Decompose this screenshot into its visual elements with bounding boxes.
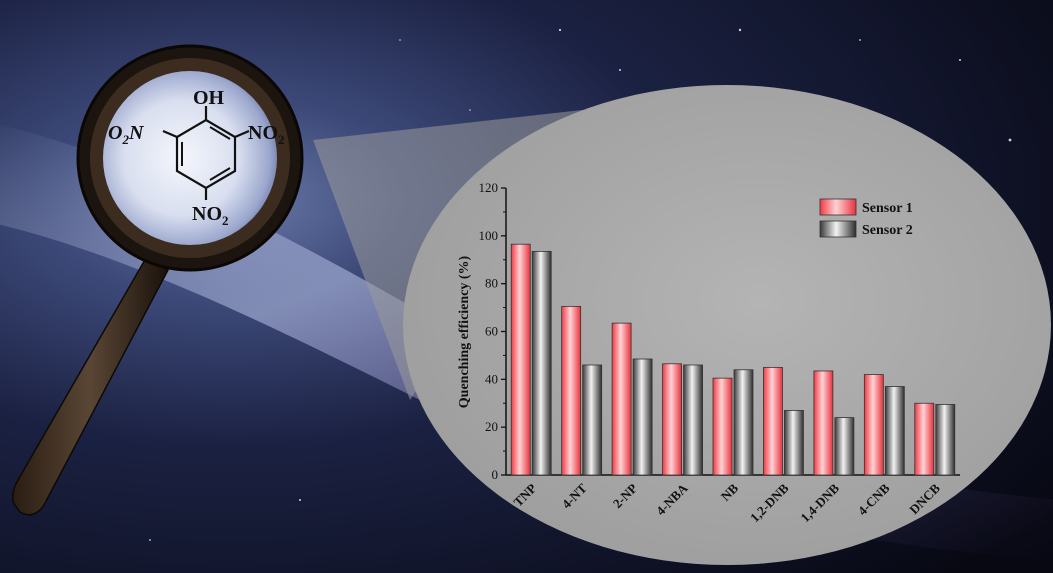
y-tick-label: 40 [485, 371, 498, 386]
right-no2-label: NO2 [248, 122, 285, 147]
legend-label-2: Sensor 2 [862, 223, 913, 238]
bar-sensor2-TNP [531, 250, 552, 476]
tnp-molecule: OH O2N NO2 NO2 [108, 87, 285, 228]
y-tick-label: 100 [479, 228, 499, 243]
bar-sensor1-1,2-DNB [763, 366, 783, 476]
bottom-no2-label: NO2 [192, 203, 229, 228]
bar-sensor2-1,4-DNB [834, 417, 855, 476]
bar-sensor2-4-NT [582, 364, 603, 476]
y-ticks: 0 20 40 60 80 100 120 [479, 180, 506, 482]
magnifier-handle [11, 256, 170, 516]
bar-sensor1-4-NBA [662, 363, 682, 476]
bar-sensor1-4-CNB [863, 374, 884, 476]
y-tick-label: 20 [485, 419, 498, 434]
oh-label: OH [193, 87, 225, 109]
bar-sensor1-1,4-DNB [813, 370, 834, 476]
bars [510, 243, 956, 476]
legend-swatch-1 [819, 198, 857, 216]
legend: Sensor 1 Sensor 2 [819, 198, 913, 238]
bar-sensor2-1,2-DNB [784, 410, 804, 476]
left-no2-label: O2N [108, 122, 145, 147]
y-axis-label: Quenching efficiency (%) [457, 255, 472, 408]
magnifying-glass-icon [11, 44, 304, 516]
bar-sensor2-4-NBA [683, 364, 703, 476]
bar-sensor2-4-CNB [884, 386, 905, 476]
y-tick-label: 80 [485, 276, 498, 291]
bar-sensor1-4-NT [561, 305, 582, 476]
bar-sensor1-2-NP [611, 322, 632, 476]
y-tick-label: 0 [492, 467, 499, 482]
legend-swatch-2 [819, 220, 857, 238]
y-tick-label: 60 [485, 324, 498, 339]
bar-sensor1-TNP [510, 243, 531, 476]
bar-sensor2-DNCB [935, 404, 956, 476]
legend-label-1: Sensor 1 [862, 201, 913, 216]
bar-sensor1-DNCB [914, 402, 935, 476]
bar-sensor2-2-NP [632, 358, 653, 476]
y-tick-label: 120 [479, 180, 499, 195]
bar-sensor1-NB [712, 377, 733, 476]
bar-sensor2-NB [733, 369, 754, 476]
magnifier-lens [103, 71, 277, 245]
